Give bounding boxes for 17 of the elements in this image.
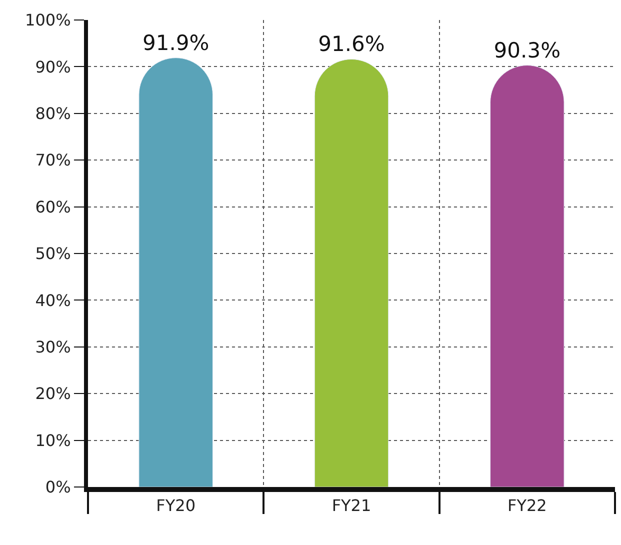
y-tick-label: 90% xyxy=(35,57,71,76)
x-tick-label: FY22 xyxy=(508,496,547,516)
y-tick-label: 40% xyxy=(35,290,71,310)
y-tick-label: 20% xyxy=(35,384,71,404)
y-tick-label: 100% xyxy=(25,10,71,30)
data-label: 91.6% xyxy=(318,32,385,56)
data-label: 90.3% xyxy=(494,38,561,62)
data-label: 91.9% xyxy=(142,30,210,55)
y-tick-label: 60% xyxy=(35,197,71,216)
y-tick-label: 50% xyxy=(35,244,71,264)
y-tick-label: 10% xyxy=(35,430,71,450)
x-tick-label: FY20 xyxy=(156,496,196,516)
y-tick-label: 70% xyxy=(35,150,71,170)
y-tick-label: 30% xyxy=(35,338,71,356)
x-tick-label: FY21 xyxy=(332,496,372,516)
y-tick-label: 0% xyxy=(45,478,71,497)
y-tick-label: 80% xyxy=(35,104,71,123)
